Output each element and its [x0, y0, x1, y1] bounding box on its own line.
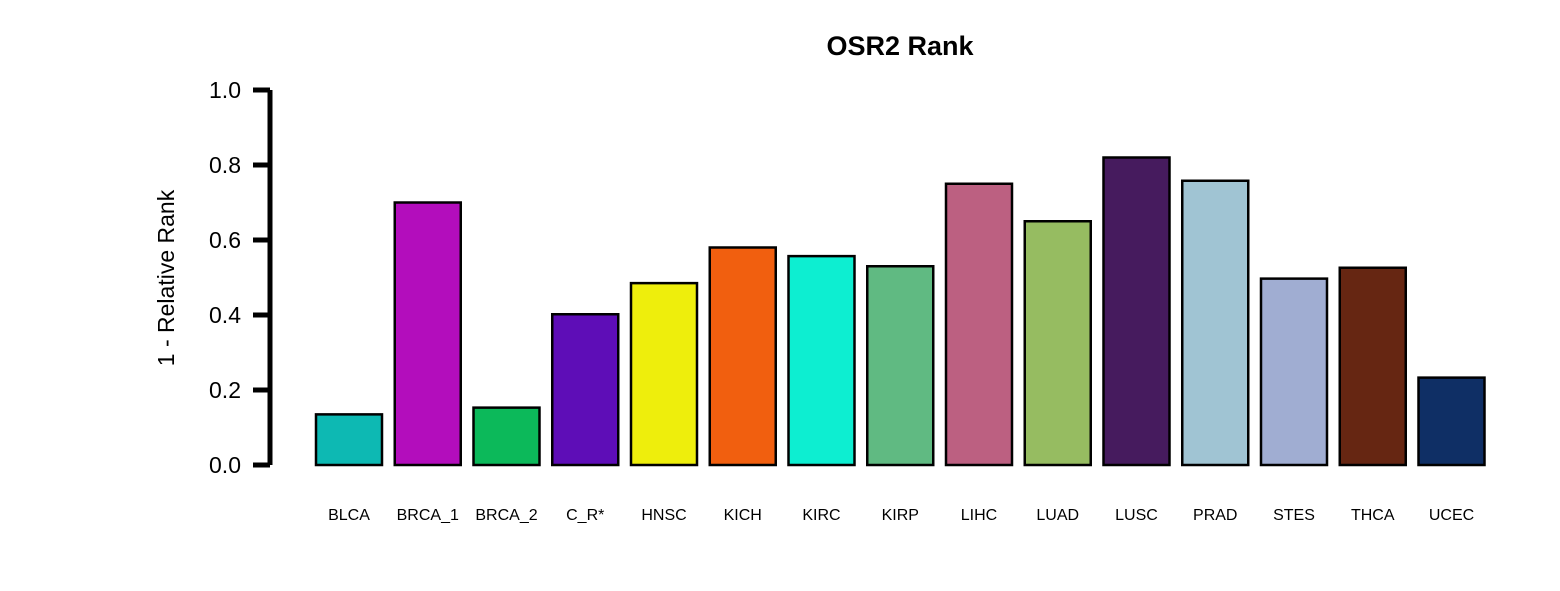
y-tick-label: 1.0: [209, 77, 241, 103]
y-axis-label: 1 - Relative Rank: [153, 189, 179, 366]
bar-kich: [708, 246, 777, 467]
bar-ucec: [1417, 376, 1486, 467]
y-tick-label: 0.2: [209, 377, 241, 403]
bar-thca: [1338, 266, 1407, 467]
bar-lihc: [944, 182, 1014, 467]
x-tick-label: HNSC: [641, 507, 686, 524]
bar-luad: [1023, 220, 1092, 467]
bar-prad: [1181, 179, 1250, 467]
bar-kirp: [866, 265, 935, 467]
x-tick-label: BLCA: [328, 507, 370, 524]
x-tick-label: LUSC: [1115, 507, 1158, 524]
y-tick-label: 0.0: [209, 452, 241, 478]
x-tick-label: STES: [1273, 507, 1315, 524]
x-tick-label: LUAD: [1036, 507, 1079, 524]
x-tick-label: KIRP: [882, 507, 919, 524]
x-tick-label: LIHC: [961, 507, 997, 524]
x-tick-label: BRCA_1: [397, 507, 459, 524]
x-tick-label: THCA: [1351, 507, 1395, 524]
x-tick-label: C_R*: [566, 507, 604, 524]
x-tick-label: BRCA_2: [475, 507, 537, 524]
bar-hnsc: [629, 281, 699, 467]
bar-blca: [314, 413, 384, 467]
x-tick-label: KIRC: [802, 507, 840, 524]
chart-title: OSR2 Rank: [826, 31, 974, 61]
bars-group: [314, 156, 1486, 467]
bar-c-r: [551, 313, 620, 467]
y-tick-label: 0.4: [209, 302, 241, 328]
y-axis: 0.0 0.2 0.4 0.6 0.8 1.0: [209, 77, 273, 478]
bar-brca-1: [393, 201, 462, 467]
y-tick-label: 0.8: [209, 152, 241, 178]
bar-brca-2: [472, 406, 541, 467]
x-tick-label: KICH: [724, 507, 762, 524]
x-tick-label: UCEC: [1429, 507, 1474, 524]
bar-kirc: [787, 254, 856, 467]
bar-lusc: [1102, 156, 1171, 467]
bar-stes: [1259, 277, 1329, 467]
x-tick-labels: BLCA BRCA_1 BRCA_2 C_R* HNSC KICH KIRC KIRP LIHC…: [328, 507, 1474, 524]
x-tick-label: PRAD: [1193, 507, 1237, 524]
y-tick-label: 0.6: [209, 227, 241, 253]
